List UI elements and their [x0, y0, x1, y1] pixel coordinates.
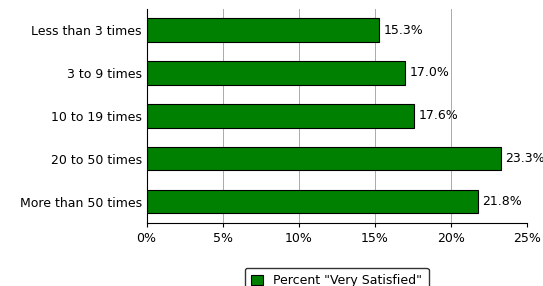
Text: 21.8%: 21.8% [483, 195, 522, 208]
Text: 15.3%: 15.3% [384, 24, 424, 37]
Legend: Percent "Very Satisfied": Percent "Very Satisfied" [245, 268, 428, 286]
Bar [147, 190, 478, 213]
Text: 17.0%: 17.0% [409, 66, 450, 80]
Bar [147, 147, 501, 170]
Bar [147, 61, 405, 85]
Text: 23.3%: 23.3% [506, 152, 543, 165]
Bar [147, 104, 414, 128]
Bar [147, 18, 379, 42]
Text: 17.6%: 17.6% [419, 109, 458, 122]
